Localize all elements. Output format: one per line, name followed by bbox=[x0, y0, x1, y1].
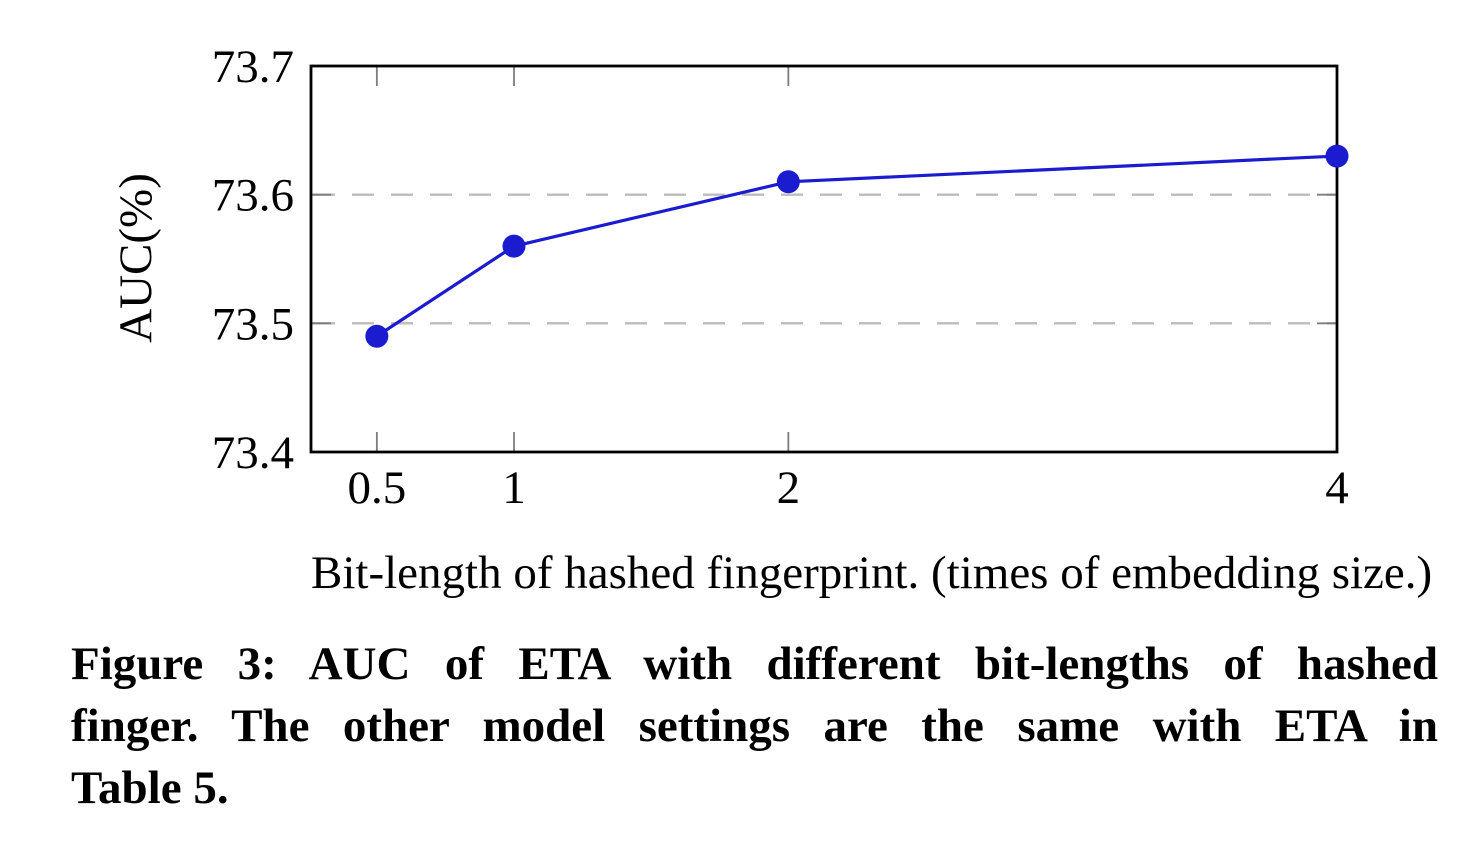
y-tick-label: 73.6 bbox=[212, 170, 294, 222]
x-tick-label: 2 bbox=[777, 462, 801, 514]
y-tick-label: 73.5 bbox=[212, 298, 294, 350]
x-axis-title: Bit-length of hashed fingerprint. (times… bbox=[311, 547, 1433, 599]
caption-line-2: finger. The other model settings are the… bbox=[71, 700, 1438, 752]
y-tick-label: 73.4 bbox=[212, 427, 294, 479]
data-point bbox=[365, 324, 389, 348]
plot-svg: 0.5 1 2 4 73.4 73.5 73.6 73.7 bbox=[212, 41, 1349, 514]
data-line bbox=[375, 154, 1338, 338]
caption-line-1: Figure 3: AUC of ETA with different bit-… bbox=[71, 638, 1438, 690]
data-point bbox=[776, 170, 800, 194]
x-tick-label: 0.5 bbox=[347, 462, 406, 514]
x-tick-label: 4 bbox=[1325, 462, 1349, 514]
data-point bbox=[502, 234, 526, 258]
axes-border bbox=[309, 64, 1339, 454]
y-tick-label: 73.7 bbox=[212, 41, 294, 93]
data-point bbox=[1325, 144, 1349, 168]
caption-line-3: Table 5. bbox=[71, 762, 229, 814]
x-tick-label: 1 bbox=[502, 462, 526, 514]
figure-caption: Figure 3: AUC of ETA with different bit-… bbox=[71, 633, 1438, 819]
